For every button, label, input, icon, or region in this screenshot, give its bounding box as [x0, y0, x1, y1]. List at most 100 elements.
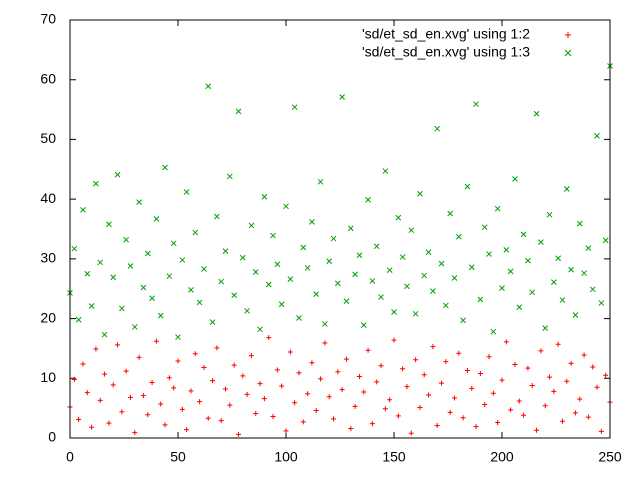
point — [166, 375, 172, 381]
point — [374, 379, 380, 385]
point — [529, 289, 536, 296]
point — [218, 278, 225, 285]
point — [503, 339, 509, 345]
point — [442, 302, 449, 309]
point — [391, 309, 397, 315]
point — [296, 315, 302, 321]
point — [555, 255, 562, 262]
point — [140, 284, 147, 291]
point — [564, 378, 570, 384]
point — [503, 247, 510, 253]
point — [300, 244, 307, 251]
point — [136, 199, 142, 205]
y-tick-label: 0 — [48, 429, 56, 445]
x-tick-label: 50 — [170, 449, 186, 465]
point — [226, 173, 233, 180]
point — [75, 316, 82, 323]
point — [404, 384, 410, 390]
point — [123, 368, 129, 374]
point — [451, 395, 457, 401]
point — [205, 83, 212, 90]
point — [140, 393, 146, 399]
point — [300, 419, 306, 425]
point — [533, 110, 540, 117]
point — [413, 357, 419, 363]
point — [598, 300, 605, 306]
point — [313, 408, 319, 414]
point — [114, 171, 121, 178]
point — [322, 340, 328, 346]
point — [292, 400, 298, 406]
point — [127, 394, 133, 400]
point — [123, 236, 130, 243]
point — [84, 390, 90, 396]
point — [287, 349, 293, 355]
point — [188, 388, 194, 394]
point — [97, 397, 103, 403]
point — [71, 376, 77, 382]
point — [382, 168, 389, 174]
point — [520, 231, 527, 238]
point — [546, 211, 553, 218]
point — [499, 377, 505, 383]
point — [464, 183, 471, 190]
point — [572, 410, 578, 416]
point — [386, 267, 393, 274]
point — [512, 362, 518, 368]
point — [158, 401, 164, 407]
point — [399, 254, 406, 260]
point — [581, 270, 587, 277]
point — [253, 411, 259, 417]
point — [118, 305, 125, 312]
point — [516, 398, 522, 404]
point — [201, 266, 207, 272]
point — [559, 297, 566, 303]
point — [248, 222, 255, 229]
point — [209, 319, 216, 326]
y-tick-label: 40 — [40, 190, 56, 206]
legend-marker — [565, 32, 571, 38]
point — [391, 337, 397, 343]
point — [412, 310, 419, 317]
point — [274, 261, 281, 268]
point — [585, 414, 591, 420]
point — [460, 415, 466, 421]
point — [477, 296, 484, 303]
point — [590, 364, 596, 370]
point — [395, 214, 402, 221]
point — [581, 352, 587, 358]
point — [144, 250, 151, 257]
point — [274, 367, 280, 373]
point — [270, 414, 276, 420]
point — [555, 341, 561, 347]
point — [188, 287, 194, 293]
point — [166, 273, 173, 280]
point — [373, 243, 380, 250]
point — [257, 381, 263, 387]
point — [568, 266, 574, 273]
point — [127, 263, 134, 269]
x-tick-label: 250 — [598, 449, 622, 465]
point — [162, 422, 168, 428]
point — [538, 239, 544, 245]
point — [356, 252, 363, 259]
point — [495, 419, 501, 425]
point — [261, 396, 267, 402]
point — [352, 271, 358, 278]
point — [218, 418, 224, 424]
point — [106, 221, 112, 228]
point — [538, 348, 544, 354]
point — [369, 278, 376, 284]
point — [421, 272, 428, 279]
point — [283, 428, 289, 434]
point — [266, 335, 272, 341]
point — [110, 274, 117, 281]
point — [278, 301, 285, 308]
point — [145, 412, 151, 418]
point — [179, 406, 185, 412]
point — [550, 279, 557, 285]
point — [101, 331, 108, 338]
point — [84, 270, 91, 277]
point — [508, 407, 514, 413]
point — [434, 422, 440, 428]
